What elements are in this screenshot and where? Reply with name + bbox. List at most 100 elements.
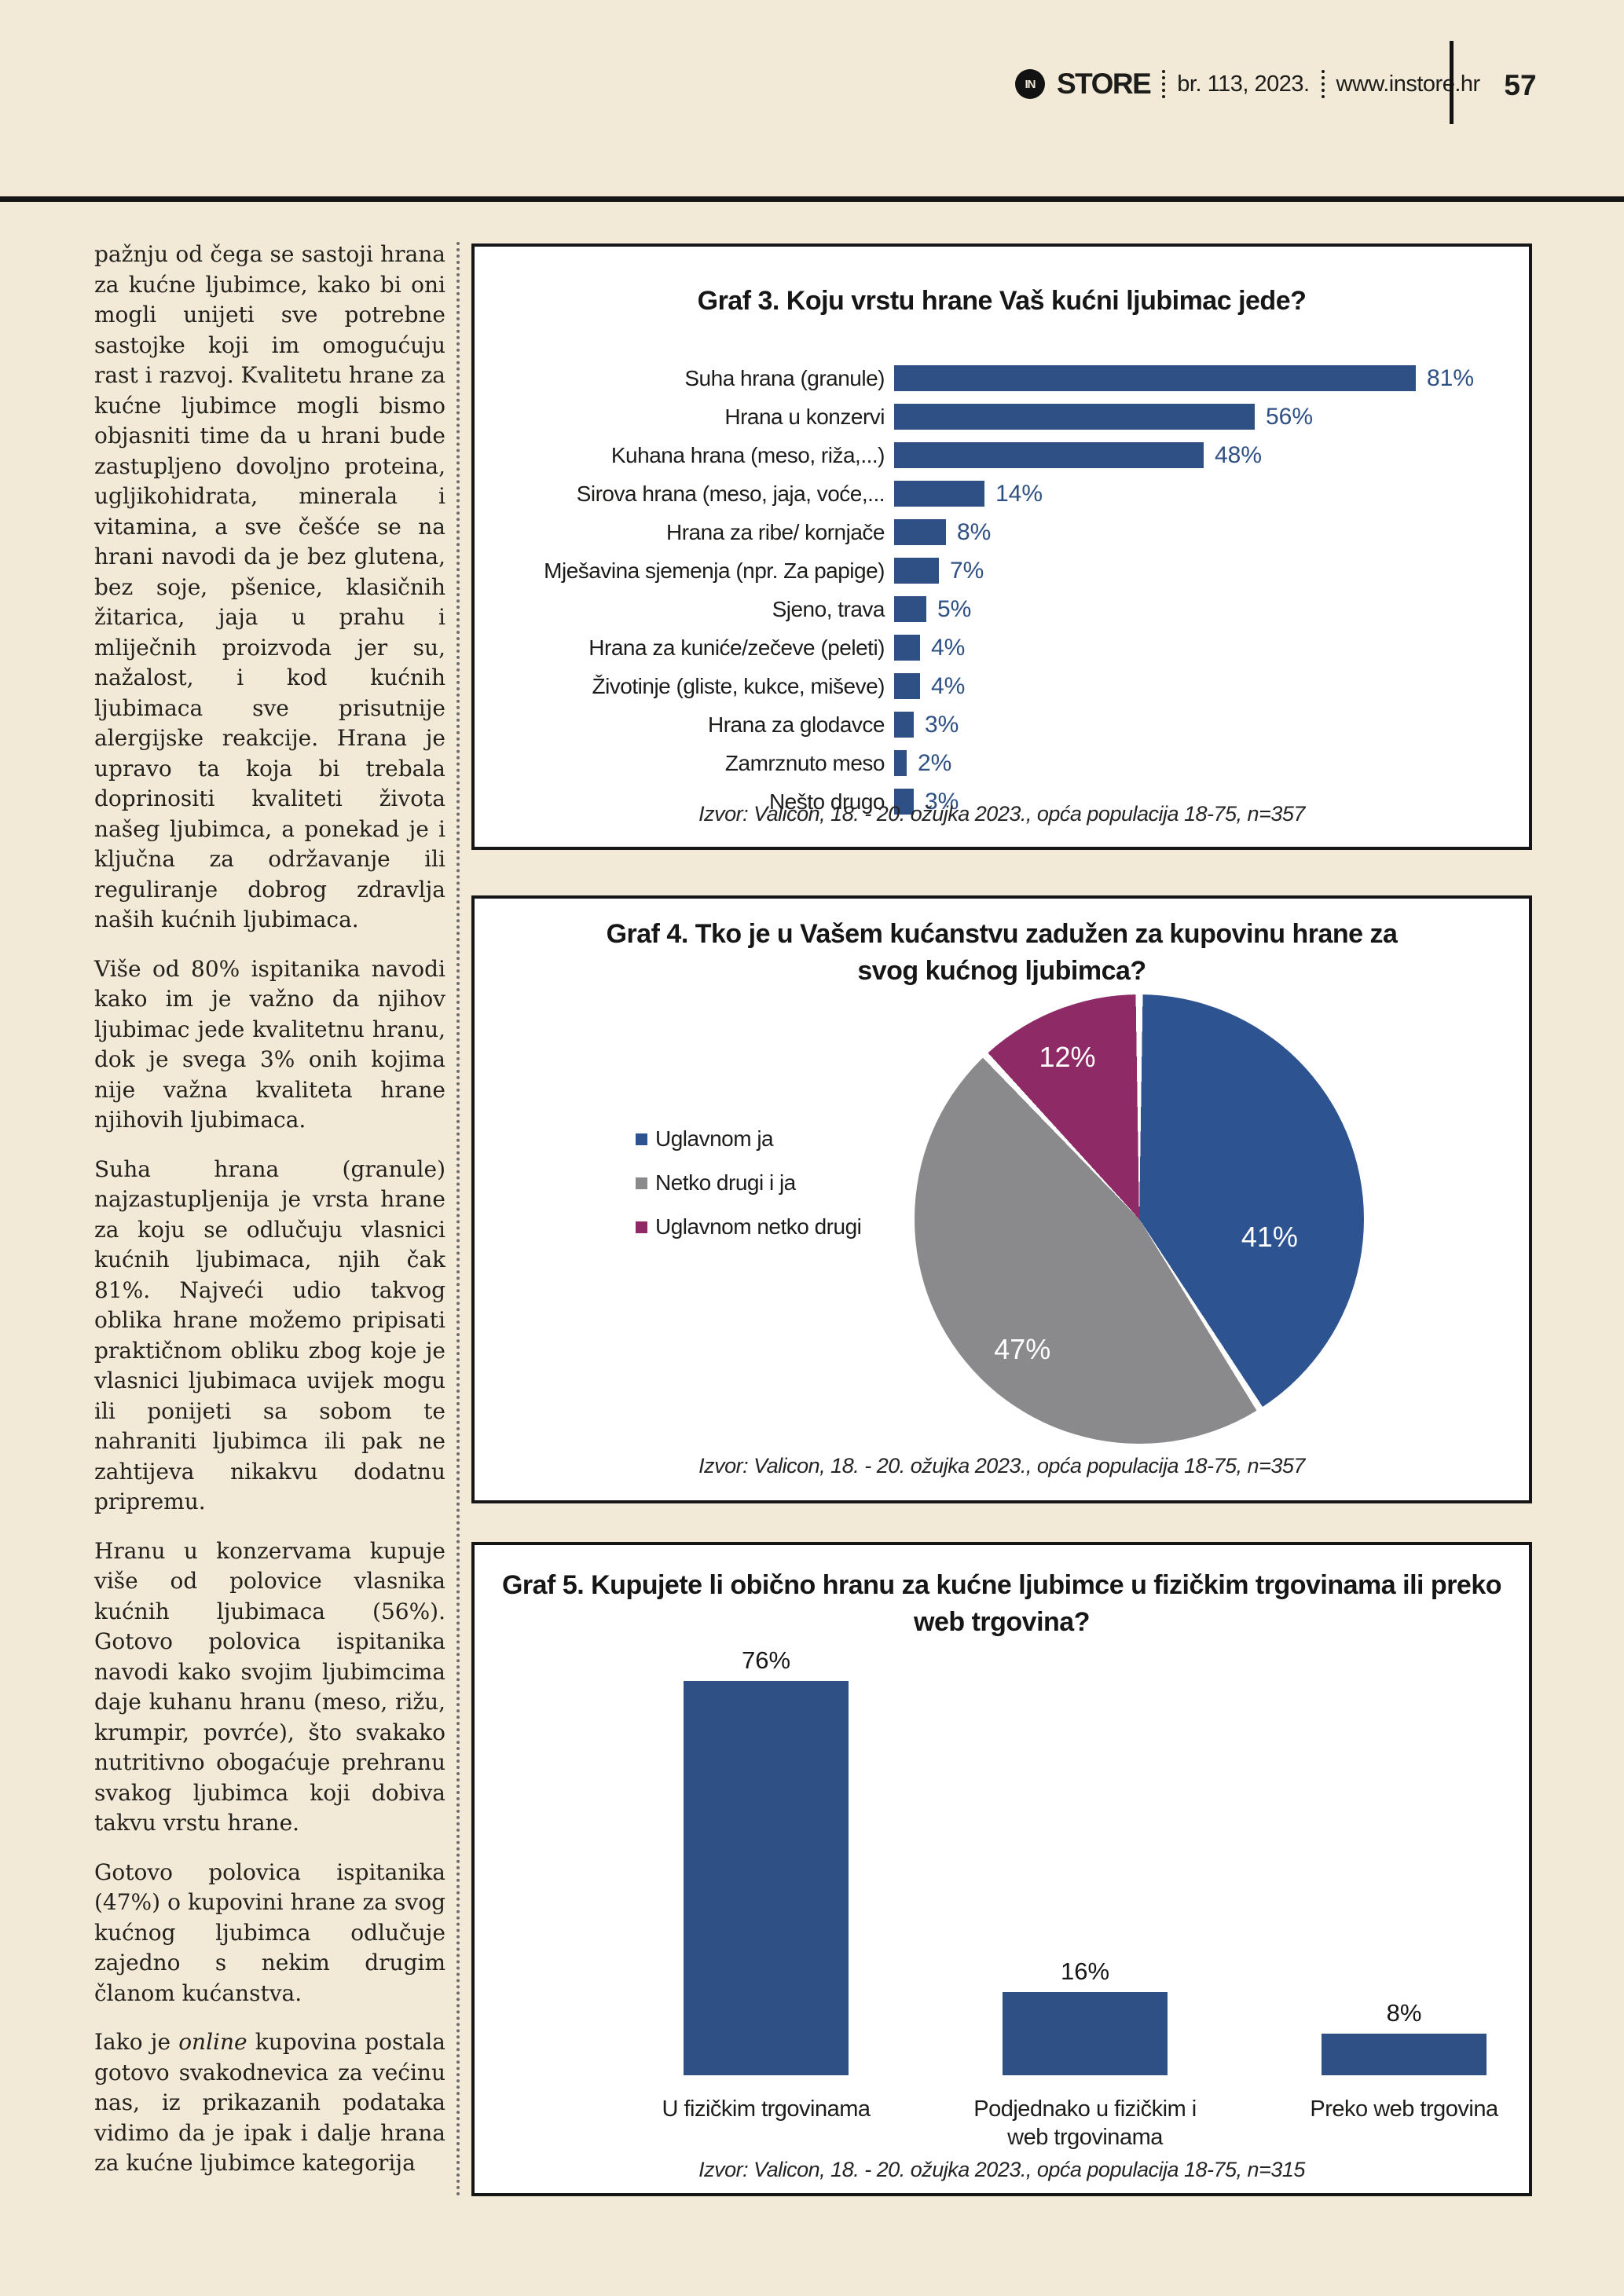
article-paragraph: Hranu u konzervama kupuje više od polovi… xyxy=(94,1537,445,1836)
graf3-bar-row: Hrana za ribe/ kornjače 8% xyxy=(492,513,1529,551)
article-paragraph: Više od 80% ispitanika navodi kako im je… xyxy=(94,955,445,1133)
graf3-bar xyxy=(894,596,926,622)
graf4-pie: 41% 47% 12% xyxy=(915,994,1364,1444)
graf5-bar xyxy=(684,1681,849,2075)
website-url: www.instore.hr xyxy=(1336,71,1481,97)
graf5-bars-area: 76% 16% 8% xyxy=(475,1638,1535,2075)
graf3-bar-row: Životinje (gliste, kukce, miševe) 4% xyxy=(492,667,1529,705)
graf3-value-label: 7% xyxy=(950,557,984,584)
article-paragraph: Suha hrana (granule) najzastupljenija je… xyxy=(94,1155,445,1515)
legend-item: Netko drugi i ja xyxy=(636,1170,861,1196)
graf5-category-label: Preko web trgovina xyxy=(1310,2096,1498,2122)
graf3-value-label: 14% xyxy=(995,480,1043,507)
dotted-separator-icon xyxy=(1162,70,1166,98)
legend-label: Uglavnom ja xyxy=(655,1126,774,1151)
pie-slice-value-label: 47% xyxy=(994,1332,1051,1365)
page-header: IN STORE br. 113, 2023. www.instore.hr xyxy=(1015,68,1480,101)
graf3-bar xyxy=(894,635,920,661)
graf3-value-label: 5% xyxy=(937,595,972,622)
graf3-category-label: Sjeno, trava xyxy=(772,596,885,621)
graf3-bar xyxy=(894,404,1255,430)
graf4-legend: Uglavnom ja Netko drugi i ja Uglavnom netk… xyxy=(636,1126,862,1240)
graf5-value-label: 76% xyxy=(741,1646,791,1674)
legend-item: Uglavnom ja xyxy=(636,1126,861,1152)
graf5-chart-panel: Graf 5. Kupujete li obično hranu za kućn… xyxy=(471,1542,1532,2196)
graf5-bar-column: 8% xyxy=(1322,1999,1487,2075)
graf3-source: Izvor: Valicon, 18. - 20. ožujka 2023., … xyxy=(698,802,1305,826)
header-rule xyxy=(0,196,1624,202)
graf3-category-label: Mješavina sjemenja (npr. Za papige) xyxy=(544,558,885,583)
graf3-value-label: 4% xyxy=(931,634,966,661)
graf3-title: Graf 3. Koju vrstu hrane Vaš kućni ljubi… xyxy=(697,286,1307,316)
graf5-category-label: Podjednako u fizičkim i web trgovinama xyxy=(973,2096,1197,2150)
graf5-value-label: 16% xyxy=(1060,1957,1110,1985)
graf5-bar-column: 76% xyxy=(684,1646,849,2075)
graf3-value-label: 81% xyxy=(1427,364,1475,391)
graf3-bar xyxy=(894,519,946,545)
graf3-chart-panel: Graf 3. Koju vrstu hrane Vaš kućni ljubi… xyxy=(471,244,1532,850)
dotted-separator-icon xyxy=(1321,70,1325,98)
graf3-category-label: Zamrznuto meso xyxy=(724,750,885,775)
graf5-title: Graf 5. Kupujete li obično hranu za kućn… xyxy=(501,1570,1502,1637)
graf4-source: Izvor: Valicon, 18. - 20. ožujka 2023., … xyxy=(698,1454,1305,1478)
graf3-category-label: Kuhana hrana (meso, riža,...) xyxy=(610,442,885,467)
graf3-bars-area: Suha hrana (granule) 81% Hrana u konzervi 5… xyxy=(492,359,1529,821)
italic-word: online xyxy=(178,2029,247,2055)
graf5-category-label: U fizičkim trgovinama xyxy=(662,2096,871,2122)
article-paragraph: pažnju od čega se sastoji hrana za kućne… xyxy=(94,241,445,932)
legend-swatch xyxy=(636,1133,647,1145)
magazine-logo-text: STORE xyxy=(1057,68,1152,100)
graf5-bar xyxy=(1322,2034,1487,2075)
graf3-bar-row: Hrana za glodavce 3% xyxy=(492,705,1529,744)
graf3-category-label: Nešto drugo xyxy=(768,789,885,814)
graf3-bar-row: Kuhana hrana (meso, riža,...) 48% xyxy=(492,436,1529,474)
graf3-value-label: 48% xyxy=(1215,441,1263,468)
legend-label: Netko drugi i ja xyxy=(655,1170,796,1195)
graf3-bar xyxy=(894,789,914,815)
graf3-bar-row: Zamrznuto meso 2% xyxy=(492,744,1529,782)
graf3-bar-row: Hrana za kuniće/zečeve (peleti) 4% xyxy=(492,628,1529,667)
graf3-category-label: Suha hrana (granule) xyxy=(684,365,885,390)
graf3-value-label: 2% xyxy=(918,749,952,776)
pie-slice-value-label: 12% xyxy=(1039,1041,1096,1074)
article-paragraph: Iako je online kupovina postala gotovo s… xyxy=(94,2029,445,2176)
graf3-bar-row: Nešto drugo 3% xyxy=(492,782,1529,821)
graf5-value-label: 8% xyxy=(1386,1999,1422,2027)
article-paragraph: Gotovo polovica ispitanika (47%) o kupov… xyxy=(94,1858,445,2006)
graf3-category-label: Sirova hrana (meso, jaja, voće,... xyxy=(576,481,885,506)
graf3-category-label: Hrana za kuniće/zečeve (peleti) xyxy=(588,635,885,660)
legend-label: Uglavnom netko drugi xyxy=(655,1214,862,1239)
graf4-chart-panel: Graf 4. Tko je u Vašem kućanstvu zadužen… xyxy=(471,895,1532,1503)
graf3-bar-row: Mješavina sjemenja (npr. Za papige) 7% xyxy=(492,551,1529,590)
graf3-category-label: Hrana za glodavce xyxy=(708,712,885,737)
graf3-bar-row: Suha hrana (granule) 81% xyxy=(492,359,1529,397)
graf3-bar xyxy=(894,481,984,507)
graf3-bar-row: Hrana u konzervi 56% xyxy=(492,397,1529,436)
column-separator xyxy=(456,242,460,2198)
graf4-title: Graf 4. Tko je u Vašem kućanstvu zadužen… xyxy=(606,919,1398,986)
article-text-column: pažnju od čega se sastoji hrana za kućne… xyxy=(94,240,445,2198)
graf3-bar-row: Sjeno, trava 5% xyxy=(492,590,1529,628)
legend-item: Uglavnom netko drugi xyxy=(636,1214,862,1240)
pie-slice-value-label: 41% xyxy=(1241,1220,1298,1253)
graf5-bar-column: 16% xyxy=(1003,1957,1168,2075)
instore-logo-icon: IN xyxy=(1015,69,1045,99)
graf3-category-label: Hrana za ribe/ kornjače xyxy=(666,519,885,544)
graf5-bar xyxy=(1003,1992,1168,2075)
legend-swatch xyxy=(636,1221,647,1233)
graf3-value-label: 4% xyxy=(931,672,966,699)
graf3-bar xyxy=(894,673,920,699)
header-divider xyxy=(1450,41,1454,124)
graf3-bar xyxy=(894,365,1416,391)
graf3-bar xyxy=(894,558,939,584)
graf3-category-label: Životinje (gliste, kukce, miševe) xyxy=(592,673,885,698)
graf3-bar-row: Sirova hrana (meso, jaja, voće,... 14% xyxy=(492,474,1529,513)
legend-swatch xyxy=(636,1177,647,1189)
graf5-category-labels: U fizičkim trgovinama Podjednako u fizičk… xyxy=(475,2095,1535,2151)
graf3-bar xyxy=(894,442,1204,468)
page-number: 57 xyxy=(1504,69,1537,101)
graf3-value-label: 8% xyxy=(957,518,992,545)
graf3-value-label: 3% xyxy=(925,788,959,815)
issue-number: br. 113, 2023. xyxy=(1177,71,1310,97)
